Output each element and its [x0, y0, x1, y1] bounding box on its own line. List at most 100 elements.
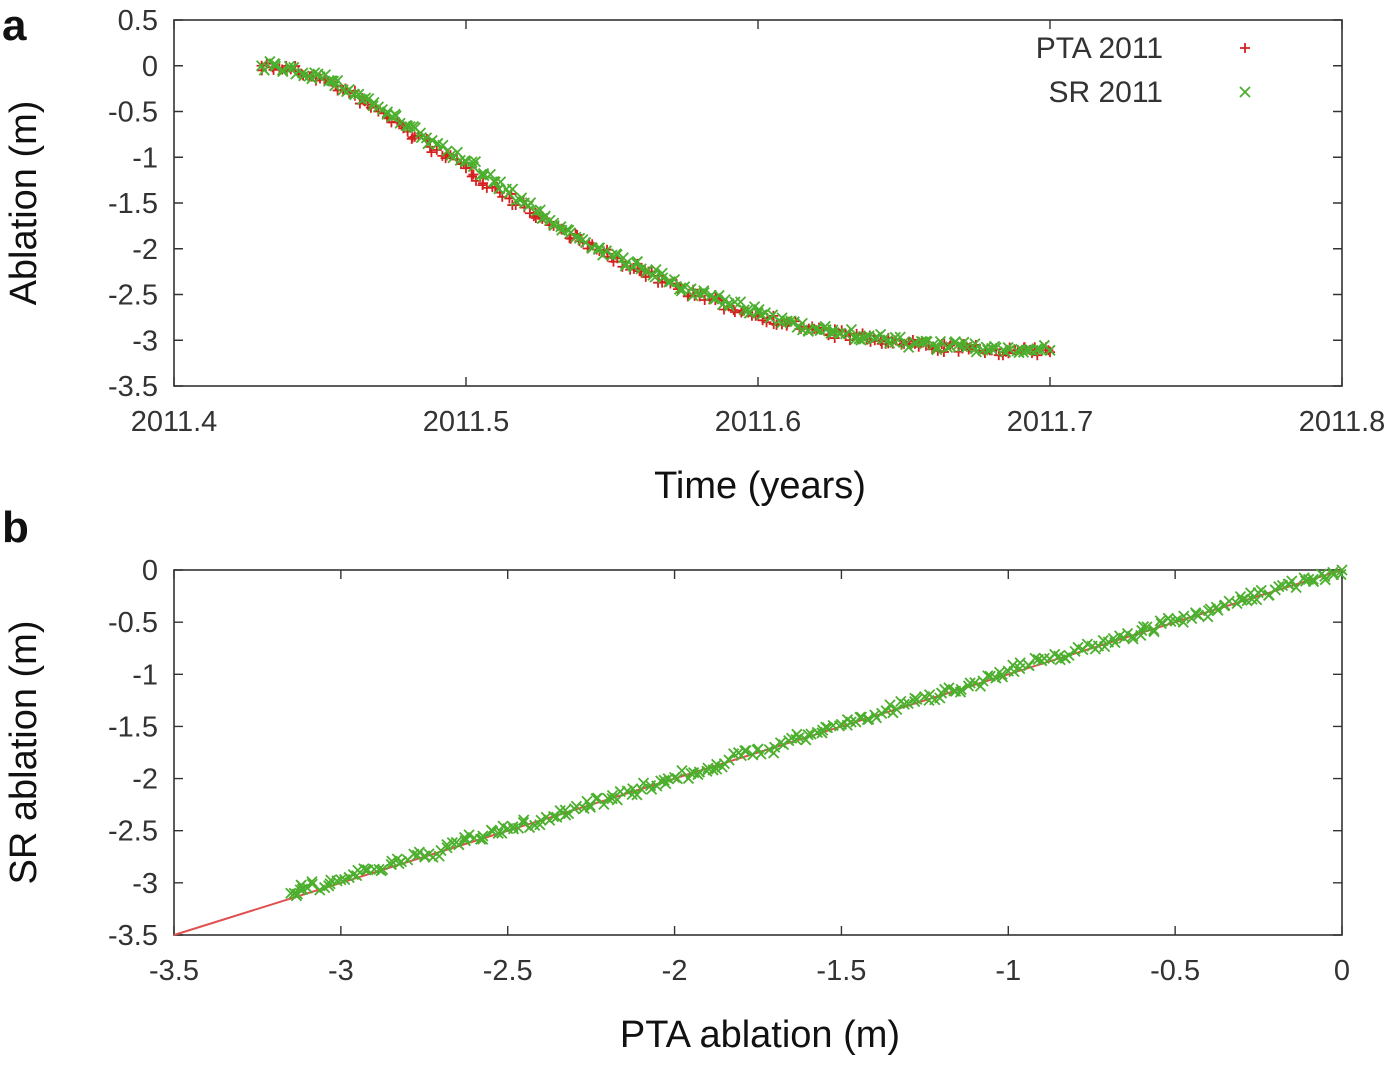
panel-0-series-1-point-1-fill-1: [288, 61, 300, 74]
panel-0-series-1-point-16-fill-3: [734, 296, 747, 308]
panel-1-series-1-point-26-fill-5: [1154, 615, 1166, 627]
panel-1-x-axis-label: PTA ablation (m): [620, 1014, 900, 1056]
panel-0-x-tick-label-3: 2011.7: [1007, 406, 1094, 438]
panel-0-y-tick-label-0: 0.5: [118, 5, 158, 37]
panel-1-x-tick-label-5: -1: [995, 955, 1021, 987]
panel-1-series-1-point-14-fill-2: [740, 744, 752, 757]
panel-1-series-1-point-5-fill-6: [459, 835, 471, 847]
panel-0-series-1-point-12-fill-4: [620, 258, 632, 270]
panel-0-series-1-point-14-fill-3: [675, 282, 687, 294]
panel-0-series-1-point-1-fill-3: [297, 67, 309, 79]
panel-0-series-0-point-6: [431, 144, 442, 155]
panel-0-letter: a: [2, 1, 27, 50]
panel-1-series-1-point-26-fill-8: [1165, 615, 1177, 628]
panel-1-series-1-point-20-fill-2: [943, 682, 955, 694]
panel-0-series-1-point-3-fill-3: [353, 88, 365, 100]
panel-1-y-tick-label-7: -3.5: [108, 920, 158, 952]
panel-1-y-axis-label: SR ablation (m): [3, 621, 45, 885]
panel-0-series-1-point-10-fill-8: [573, 232, 586, 244]
panel-0-legend-label-1: SR 2011: [1048, 76, 1163, 109]
panel-1-y-tick-label-6: -3: [132, 868, 158, 900]
panel-0-series-1-point-3-fill-2: [348, 88, 360, 100]
panel-0-y-tick-label-8: -3.5: [108, 371, 158, 403]
panel-1-series-1-point-11: [635, 783, 647, 795]
panel-0-series-1-point-19-fill-6: [827, 324, 839, 336]
panel-0-series-0-point-7-fill-2: [466, 171, 477, 182]
panel-1-x-tick-label-1: -3: [328, 955, 354, 987]
panel-1-series-1-point-16-fill-1: [805, 728, 817, 740]
panel-0-series-1-point-21-fill-5: [882, 334, 894, 346]
panel-0-series-1-point-15-fill-2: [698, 287, 710, 299]
panel-1-series-1-point-20-fill-8: [964, 677, 976, 689]
panel-0-series-1-point-14-fill-5: [678, 281, 691, 293]
panel-1-series-1-point-22-fill-2: [1007, 659, 1019, 671]
panel-1-series-1-point-2: [335, 874, 347, 886]
panel-1-series-1-point-7-fill-5: [518, 814, 530, 826]
panel-0-y-tick-label-7: -3: [132, 325, 158, 357]
panel-1-series-1-point-19: [902, 697, 914, 710]
panel-0-series-1-point-24-fill-2: [961, 341, 973, 353]
panel-1-series-1-point-26-fill-6: [1155, 617, 1167, 630]
panel-1-series-1-point-13-fill-1: [707, 764, 719, 776]
panel-1-series-1-point-25-fill-6: [1127, 633, 1139, 645]
panel-0-series-1-point-8-fill-6: [510, 195, 522, 207]
panel-1-series-1-point-19-fill-3: [911, 693, 923, 705]
panel-1-series-1-point-23-fill-8: [1063, 649, 1075, 662]
panel-0-series-1-point-23-fill-1: [931, 340, 943, 353]
panel-1-series-1-point-31-fill-1: [1307, 573, 1319, 586]
panel-0-series-1-point-19-fill-4: [825, 327, 837, 339]
panel-1-series-1-point-31-fill-6: [1327, 566, 1339, 578]
panel-0-series-1-point-23-fill-2: [931, 343, 943, 356]
panel-0-series-1-point-4-fill-6: [390, 110, 402, 122]
panel-0-series-1-point-13-fill-2: [640, 266, 652, 278]
panel-0-series-1-point-0-fill-4: [269, 60, 282, 72]
panel-0-y-tick-label-4: -1.5: [108, 188, 158, 220]
panel-1-series-1-point-22-fill-7: [1029, 652, 1041, 664]
panel-0-series-1-point-25-fill-6: [1002, 341, 1014, 354]
panel-1-x-tick-label-3: -2: [662, 955, 688, 987]
panel-0-series-1-point-8-fill-5: [506, 183, 519, 195]
panel-1-series-1-point-27-fill-3: [1177, 616, 1189, 628]
panel-0-series-1-point-16-fill-4: [738, 304, 750, 316]
panel-0-series-1-point-20-fill-1: [845, 323, 858, 336]
panel-1-series-1-point-21-fill-8: [996, 668, 1008, 681]
panel-1-series-1-point-30-fill-6: [1290, 581, 1302, 594]
panel-1-series-1-point-5-fill-5: [453, 839, 465, 851]
panel-1-series-1-point-30-fill-5: [1286, 575, 1298, 587]
panel-0-series-1-point-26-fill-6: [1032, 344, 1044, 356]
panel-1-series-1-point-13-fill-6: [723, 754, 735, 766]
panel-0-x-tick-label-4: 2011.8: [1299, 406, 1386, 438]
panel-1-series-1-point-28-fill-6: [1223, 595, 1235, 607]
panel-1-series-1-point-26-fill-1: [1137, 620, 1150, 633]
panel-1-series-1-point-27-fill-1: [1172, 613, 1184, 626]
panel-0-series-0-point-3-fill-3: [354, 98, 365, 109]
panel-0-series-1-point-24-fill-5: [970, 346, 983, 358]
panel-0-series-1-point-14-fill-1: [668, 273, 681, 286]
panel-0-series-1-point-12-fill-2: [611, 248, 623, 261]
panel-1-series-1-point-11-fill-1: [637, 777, 650, 789]
panel-1-series-1-point-22-fill-4: [1014, 657, 1026, 669]
panel-0-series-1-point-8: [489, 176, 501, 188]
panel-1-series-1-point-29-fill-6: [1255, 584, 1267, 597]
panel-1-series-1-point-25-fill-2: [1109, 636, 1121, 649]
panel-1-series-1-point-18-fill-3: [880, 705, 892, 717]
panel-1-series-1-point-10-fill-3: [611, 794, 623, 806]
panel-1-series-1-point-10-fill-8: [631, 789, 643, 801]
panel-0-series-1-point-12-fill-3: [617, 252, 629, 264]
panel-0-y-tick-label-1: 0: [142, 51, 158, 83]
panel-1-series-1-point-31-fill-5: [1319, 570, 1331, 583]
panel-0-x-tick-label-2: 2011.6: [715, 406, 802, 438]
panel-0-series-1-point-20: [839, 328, 852, 340]
panel-0-series-1-point-15-fill-6: [713, 289, 725, 302]
panel-0-y-tick-label-6: -2.5: [108, 280, 158, 312]
panel-1-y-tick-label-4: -2: [132, 764, 158, 796]
panel-1-series-1-point-20-fill-6: [955, 683, 967, 696]
panel-1-y-tick-label-1: -0.5: [108, 607, 158, 639]
panel-1-series-1-point-11-fill-3: [645, 783, 658, 795]
panel-0-series-1-point-9-fill-3: [530, 205, 542, 217]
panel-0-x-tick-label-1: 2011.5: [423, 406, 510, 438]
panel-1-series-1-point-30-fill-1: [1273, 581, 1285, 593]
panel-0-series-1-point-16-fill-1: [723, 300, 736, 312]
panel-0-series-1-point-17-fill-1: [753, 303, 765, 316]
panel-0-series-1-point-7-fill-7: [484, 168, 497, 180]
